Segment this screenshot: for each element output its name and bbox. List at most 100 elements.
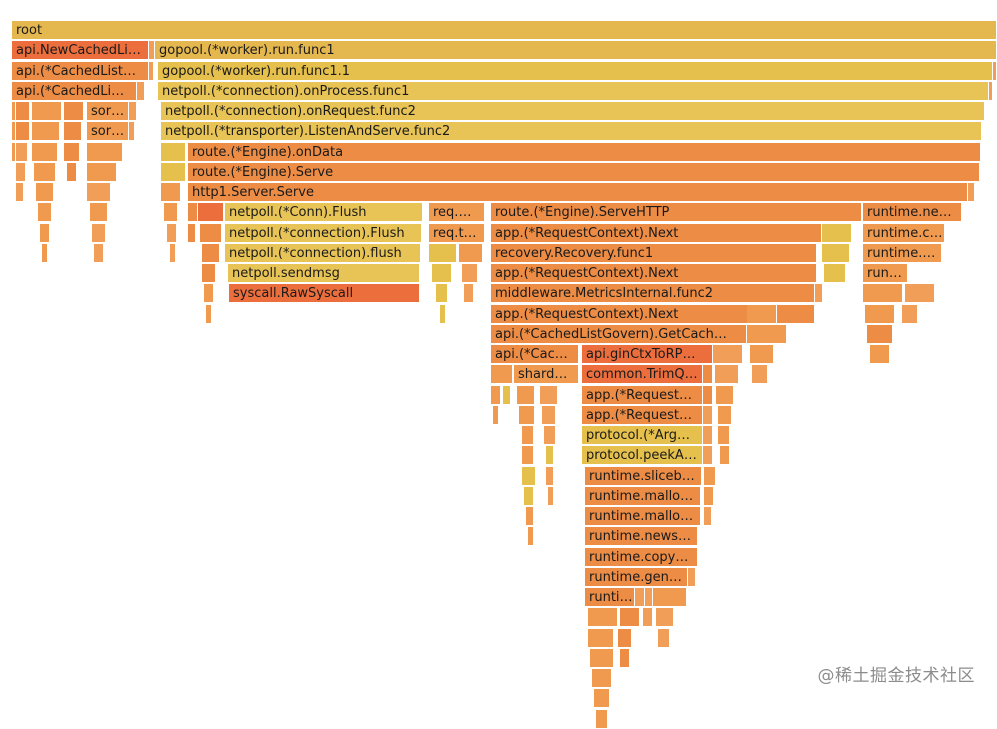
flame-frame-sliver[interactable] <box>592 669 612 688</box>
flame-frame-sliver[interactable] <box>865 305 895 324</box>
flame-frame[interactable]: sor… <box>87 122 129 141</box>
flame-frame-sliver[interactable] <box>16 122 30 141</box>
flame-frame[interactable]: api.ginCtxToRP… <box>582 345 713 364</box>
flame-frame-sliver[interactable] <box>747 325 787 344</box>
flame-frame-sliver[interactable] <box>188 224 196 243</box>
flame-frame-sliver[interactable] <box>594 689 610 708</box>
flame-frame-sliver[interactable] <box>16 143 28 162</box>
flame-frame-sliver[interactable] <box>822 244 850 263</box>
flame-frame[interactable]: app.(*Request… <box>582 406 703 425</box>
flame-frame-sliver[interactable] <box>720 446 730 465</box>
flame-frame[interactable]: app.(*RequestContext).Next <box>491 224 822 243</box>
flame-frame-sliver[interactable] <box>540 386 558 405</box>
flame-frame-sliver[interactable] <box>870 345 890 364</box>
flame-frame-sliver[interactable] <box>905 284 935 303</box>
flame-frame-sliver[interactable] <box>747 305 777 324</box>
flame-frame-sliver[interactable] <box>149 62 154 81</box>
flame-frame-sliver[interactable] <box>716 386 734 405</box>
flame-frame[interactable]: runtime.copy… <box>585 548 698 567</box>
flame-frame-sliver[interactable] <box>462 264 478 283</box>
flame-frame[interactable]: app.(*RequestContext).Next <box>491 264 817 283</box>
flame-frame-sliver[interactable] <box>87 143 123 162</box>
flame-frame-sliver[interactable] <box>656 608 674 627</box>
flame-frame-sliver[interactable] <box>40 224 50 243</box>
flame-frame[interactable]: netpoll.(*connection).Flush <box>225 224 422 243</box>
flame-frame-sliver[interactable] <box>596 710 608 729</box>
flame-frame[interactable]: runtime.… <box>863 244 942 263</box>
flame-frame-sliver[interactable] <box>517 386 535 405</box>
flame-frame-sliver[interactable] <box>167 224 177 243</box>
flame-frame-sliver[interactable] <box>200 224 222 243</box>
flame-frame-sliver[interactable] <box>704 507 712 526</box>
flame-frame-sliver[interactable] <box>863 284 903 303</box>
flame-frame[interactable]: runti… <box>585 588 635 607</box>
flame-frame[interactable]: runtime.ne… <box>863 203 962 222</box>
flame-frame-sliver[interactable] <box>645 588 653 607</box>
flame-frame-sliver[interactable] <box>635 588 645 607</box>
flame-frame-sliver[interactable] <box>713 345 743 364</box>
flame-frame-sliver[interactable] <box>202 264 216 283</box>
flame-frame-sliver[interactable] <box>90 203 108 222</box>
flame-frame-sliver[interactable] <box>528 527 534 546</box>
flame-frame-sliver[interactable] <box>867 325 893 344</box>
flame-frame-sliver[interactable] <box>703 446 713 465</box>
flame-frame[interactable]: netpoll.sendmsg <box>228 264 420 283</box>
flame-frame-sliver[interactable] <box>815 284 823 303</box>
flame-frame[interactable]: api.(*CachedListGovern).GetCach… <box>491 325 747 344</box>
flame-frame-sliver[interactable] <box>491 365 513 384</box>
flame-frame-sliver[interactable] <box>703 386 713 405</box>
flame-frame-sliver[interactable] <box>440 305 446 324</box>
flame-frame-sliver[interactable] <box>588 629 614 648</box>
flame-frame-sliver[interactable] <box>204 284 214 303</box>
flame-frame-sliver[interactable] <box>34 163 56 182</box>
flame-frame-sliver[interactable] <box>522 446 534 465</box>
flame-frame-sliver[interactable] <box>993 62 997 81</box>
flame-frame-sliver[interactable] <box>522 467 536 486</box>
flame-frame[interactable]: shard… <box>514 365 579 384</box>
flame-frame[interactable]: netpoll.(*transporter).ListenAndServe.fu… <box>161 122 982 141</box>
flame-frame-sliver[interactable] <box>36 183 54 202</box>
flame-frame-sliver[interactable] <box>546 467 554 486</box>
flame-frame-sliver[interactable] <box>989 82 993 101</box>
flame-frame-sliver[interactable] <box>643 608 653 627</box>
flame-frame[interactable]: runtime.sliceb… <box>585 467 702 486</box>
flame-frame-sliver[interactable] <box>129 122 135 141</box>
flame-frame[interactable]: run… <box>863 264 908 283</box>
flame-frame-sliver[interactable] <box>16 183 24 202</box>
flame-frame-sliver[interactable] <box>902 305 918 324</box>
flame-frame-sliver[interactable] <box>546 446 554 465</box>
flame-frame-sliver[interactable] <box>519 406 535 425</box>
flame-frame-sliver[interactable] <box>161 163 186 182</box>
flame-frame-sliver[interactable] <box>432 264 452 283</box>
flame-frame-sliver[interactable] <box>64 102 84 121</box>
flame-frame-sliver[interactable] <box>588 608 618 627</box>
flame-frame[interactable]: api.NewCachedLi… <box>12 41 149 60</box>
flame-frame[interactable]: runtime.mallo… <box>585 507 701 526</box>
flame-frame[interactable]: http1.Server.Serve <box>188 183 968 202</box>
flame-frame[interactable]: netpoll.(*connection).onProcess.func1 <box>158 82 989 101</box>
flame-frame-sliver[interactable] <box>544 426 556 445</box>
flame-frame-sliver[interactable] <box>464 284 474 303</box>
flame-frame-sliver[interactable] <box>64 122 82 141</box>
flame-frame-sliver[interactable] <box>32 102 62 121</box>
flame-frame[interactable]: req.… <box>429 203 485 222</box>
flame-frame[interactable]: recovery.Recovery.func1 <box>491 244 817 263</box>
flame-frame-sliver[interactable] <box>718 426 730 445</box>
flame-frame-sliver[interactable] <box>429 244 457 263</box>
flame-frame[interactable]: middleware.MetricsInternal.func2 <box>491 284 815 303</box>
flame-frame[interactable]: common.TrimQ… <box>582 365 703 384</box>
flame-frame-sliver[interactable] <box>590 649 614 668</box>
flame-frame-sliver[interactable] <box>12 122 16 141</box>
flame-frame-sliver[interactable] <box>703 406 713 425</box>
flame-frame-sliver[interactable] <box>206 305 212 324</box>
flame-frame-sliver[interactable] <box>653 588 687 607</box>
flame-frame-sliver[interactable] <box>94 244 104 263</box>
flame-frame-sliver[interactable] <box>170 244 176 263</box>
flame-frame-sliver[interactable] <box>620 608 640 627</box>
flame-frame-sliver[interactable] <box>16 163 26 182</box>
flame-frame-sliver[interactable] <box>129 102 137 121</box>
flame-frame-sliver[interactable] <box>12 143 16 162</box>
flame-frame-sliver[interactable] <box>752 365 768 384</box>
flame-frame[interactable]: syscall.RawSyscall <box>229 284 420 303</box>
flame-frame-sliver[interactable] <box>87 183 111 202</box>
